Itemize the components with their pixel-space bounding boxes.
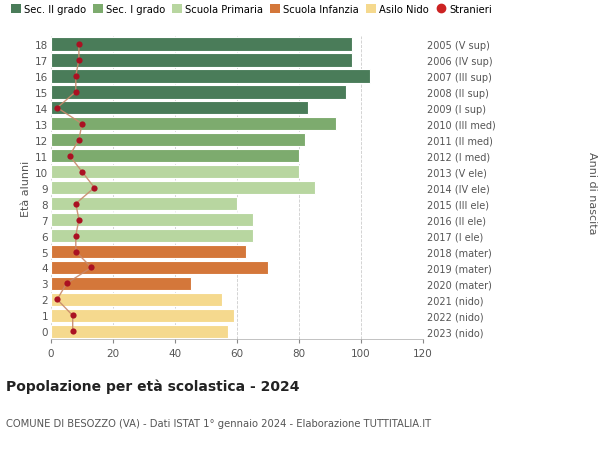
Point xyxy=(74,57,84,64)
Point xyxy=(68,312,77,319)
Bar xyxy=(51,54,352,67)
Point xyxy=(65,153,74,160)
Point xyxy=(71,248,80,256)
Point xyxy=(74,137,84,144)
Bar xyxy=(51,181,314,195)
Bar xyxy=(51,86,346,99)
Point xyxy=(86,264,96,272)
Point xyxy=(71,232,80,240)
Bar xyxy=(51,245,247,259)
Point xyxy=(74,216,84,224)
Bar xyxy=(51,309,234,323)
Point xyxy=(77,121,87,128)
Bar xyxy=(51,213,253,227)
Point xyxy=(68,328,77,336)
Y-axis label: Età alunni: Età alunni xyxy=(21,160,31,216)
Bar xyxy=(51,261,268,274)
Bar xyxy=(51,134,305,147)
Bar xyxy=(51,277,191,291)
Bar xyxy=(51,38,352,51)
Bar xyxy=(51,70,370,84)
Point xyxy=(71,89,80,96)
Bar xyxy=(51,150,299,163)
Bar xyxy=(51,229,253,243)
Text: Popolazione per età scolastica - 2024: Popolazione per età scolastica - 2024 xyxy=(6,379,299,393)
Point xyxy=(77,168,87,176)
Bar xyxy=(51,118,336,131)
Bar xyxy=(51,165,299,179)
Bar xyxy=(51,197,237,211)
Bar xyxy=(51,102,308,115)
Text: Anni di nascita: Anni di nascita xyxy=(587,151,597,234)
Point xyxy=(74,41,84,48)
Point xyxy=(71,73,80,80)
Point xyxy=(62,280,71,287)
Point xyxy=(89,185,99,192)
Bar xyxy=(51,325,228,338)
Point xyxy=(52,296,62,303)
Legend: Sec. II grado, Sec. I grado, Scuola Primaria, Scuola Infanzia, Asilo Nido, Stran: Sec. II grado, Sec. I grado, Scuola Prim… xyxy=(11,5,491,15)
Text: COMUNE DI BESOZZO (VA) - Dati ISTAT 1° gennaio 2024 - Elaborazione TUTTITALIA.IT: COMUNE DI BESOZZO (VA) - Dati ISTAT 1° g… xyxy=(6,418,431,428)
Bar xyxy=(51,293,221,307)
Point xyxy=(71,201,80,208)
Point xyxy=(52,105,62,112)
